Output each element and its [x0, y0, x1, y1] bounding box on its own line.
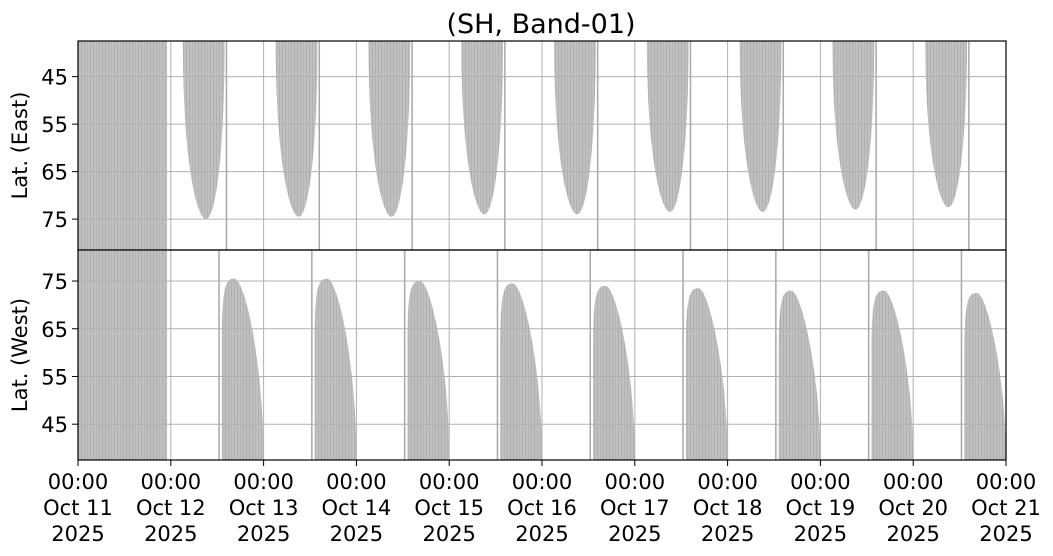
x-tick-label: 00:00 Oct 18 2025 [693, 470, 763, 546]
x-tick-date: Oct 20 [878, 496, 948, 520]
y-tick-label: 75 [41, 270, 68, 294]
x-tick-year: 2025 [886, 522, 939, 546]
y-axis-label-west: Lat. (West) [8, 298, 32, 412]
x-tick-date: Oct 16 [507, 496, 577, 520]
coverage-region-west-5 [593, 285, 635, 460]
x-tick-year: 2025 [144, 522, 197, 546]
coverage-region-east-7 [739, 41, 782, 212]
x-tick-label: 00:00 Oct 12 2025 [136, 470, 206, 546]
coverage-region-west-6 [685, 288, 728, 460]
x-tick-date: Oct 19 [786, 496, 856, 520]
y-tick-label: 45 [41, 66, 68, 90]
coverage-region-west-3 [407, 281, 450, 460]
x-tick-label: 00:00 Oct 16 2025 [507, 470, 577, 546]
chart-panels: 45 55 65 75 Lat. (East) 75 65 55 45 Lat. (West) [8, 40, 1007, 461]
x-tick-label: 00:00 Oct 13 2025 [229, 470, 299, 546]
coverage-region-west-1 [221, 278, 264, 460]
x-tick-year: 2025 [608, 522, 661, 546]
coverage-block-west [78, 250, 168, 460]
y-tick-label: 65 [41, 318, 68, 342]
y-tick-label: 45 [41, 413, 68, 437]
coverage-region-west-7 [778, 290, 821, 460]
coverage-region-west-4 [500, 283, 542, 460]
x-tick-label: 00:00 Oct 21 2025 [971, 470, 1041, 546]
chart-title: (SH, Band-01) [446, 9, 635, 40]
x-tick-date: Oct 21 [971, 496, 1041, 520]
x-tick-time: 00:00 [790, 470, 851, 494]
x-tick-date: Oct 13 [229, 496, 299, 520]
coverage-region-east-3 [368, 41, 411, 217]
x-tick-year: 2025 [422, 522, 475, 546]
x-tick-year: 2025 [701, 522, 754, 546]
y-tick-label: 55 [41, 113, 68, 137]
panel-east: 45 55 65 75 Lat. (East) [8, 40, 1007, 251]
coverage-region-east-1 [182, 41, 225, 220]
x-tick-time: 00:00 [512, 470, 573, 494]
x-tick-label: 00:00 Oct 11 2025 [43, 470, 113, 546]
x-tick-time: 00:00 [419, 470, 480, 494]
y-tick-label: 55 [41, 365, 68, 389]
x-tick-date: Oct 18 [693, 496, 763, 520]
panel-west: 75 65 55 45 Lat. (West) [8, 249, 1007, 461]
coverage-region-east-4 [461, 41, 504, 215]
coverage-region-east-2 [275, 41, 318, 217]
coverage-region-west-8 [871, 290, 914, 460]
x-tick-time: 00:00 [605, 470, 666, 494]
coverage-block-east [78, 41, 168, 250]
y-tick-label: 75 [41, 208, 68, 232]
x-tick-year: 2025 [51, 522, 104, 546]
x-tick-date: Oct 11 [43, 496, 113, 520]
x-tick-label: 00:00 Oct 15 2025 [414, 470, 484, 546]
x-tick-time: 00:00 [326, 470, 387, 494]
y-tick-label: 65 [41, 161, 68, 185]
x-tick-year: 2025 [794, 522, 847, 546]
x-tick-label: 00:00 Oct 17 2025 [600, 470, 670, 546]
coverage-region-east-8 [832, 41, 875, 210]
x-tick-time: 00:00 [697, 470, 758, 494]
x-tick-year: 2025 [515, 522, 568, 546]
x-tick-time: 00:00 [233, 470, 294, 494]
x-tick-year: 2025 [979, 522, 1032, 546]
x-tick-date: Oct 15 [414, 496, 484, 520]
coverage-region-east-5 [554, 41, 596, 215]
x-tick-time: 00:00 [883, 470, 944, 494]
x-tick-year: 2025 [237, 522, 290, 546]
x-tick-date: Oct 17 [600, 496, 670, 520]
coverage-region-east-6 [646, 41, 689, 212]
x-tick-date: Oct 12 [136, 496, 206, 520]
x-tick-label: 00:00 Oct 19 2025 [786, 470, 856, 546]
x-tick-time: 00:00 [976, 470, 1037, 494]
x-tick-date: Oct 14 [322, 496, 392, 520]
grid-west [77, 250, 1007, 460]
y-axis-label-east: Lat. (East) [8, 92, 32, 200]
x-tick-year: 2025 [330, 522, 383, 546]
x-tick-time: 00:00 [141, 470, 202, 494]
x-tick-label: 00:00 Oct 20 2025 [878, 470, 948, 546]
x-tick-label: 00:00 Oct 14 2025 [322, 470, 392, 546]
x-tick-time: 00:00 [48, 470, 109, 494]
coverage-region-west-2 [314, 278, 357, 460]
